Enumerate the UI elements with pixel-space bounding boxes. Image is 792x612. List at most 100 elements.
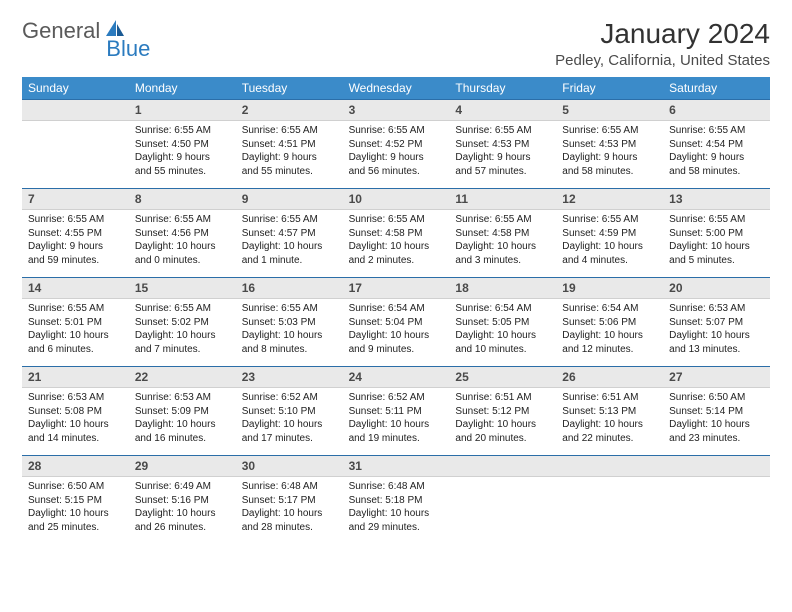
day-line: Sunrise: 6:55 AM (242, 213, 337, 227)
day-number (663, 456, 770, 476)
day-line: and 0 minutes. (135, 254, 230, 268)
day-line: Sunset: 5:05 PM (455, 316, 550, 330)
day-line: Sunrise: 6:55 AM (28, 302, 123, 316)
logo-text-general: General (22, 18, 100, 44)
day-number: 10 (343, 189, 450, 209)
day-line: Sunset: 5:18 PM (349, 494, 444, 508)
day-line: and 59 minutes. (28, 254, 123, 268)
day-line: Sunset: 4:52 PM (349, 138, 444, 152)
day-number: 25 (449, 367, 556, 387)
day-number: 1 (129, 100, 236, 120)
day-line: Sunset: 4:50 PM (135, 138, 230, 152)
day-number: 22 (129, 367, 236, 387)
day-number: 20 (663, 278, 770, 298)
day-line: Daylight: 10 hours (135, 240, 230, 254)
day-number: 12 (556, 189, 663, 209)
day-line: Sunrise: 6:54 AM (455, 302, 550, 316)
day-cell: Sunrise: 6:55 AMSunset: 4:56 PMDaylight:… (129, 210, 236, 277)
day-line: and 5 minutes. (669, 254, 764, 268)
day-number: 9 (236, 189, 343, 209)
day-line: Sunset: 5:10 PM (242, 405, 337, 419)
day-line: Daylight: 10 hours (455, 329, 550, 343)
day-line: and 55 minutes. (242, 165, 337, 179)
day-number (449, 456, 556, 476)
day-number (556, 456, 663, 476)
day-line: Sunset: 5:11 PM (349, 405, 444, 419)
day-line: Daylight: 9 hours (562, 151, 657, 165)
week-row: Sunrise: 6:50 AMSunset: 5:15 PM Daylight:… (22, 477, 770, 544)
day-line: Sunrise: 6:52 AM (242, 391, 337, 405)
logo-text-blue: Blue (106, 36, 150, 62)
day-line: Sunset: 5:06 PM (562, 316, 657, 330)
day-number: 15 (129, 278, 236, 298)
day-line: and 10 minutes. (455, 343, 550, 357)
day-line: and 58 minutes. (669, 165, 764, 179)
day-line: Daylight: 10 hours (455, 240, 550, 254)
day-cell: Sunrise: 6:55 AMSunset: 4:58 PMDaylight:… (343, 210, 450, 277)
day-line: Sunset: 4:51 PM (242, 138, 337, 152)
day-number: 24 (343, 367, 450, 387)
day-number: 4 (449, 100, 556, 120)
day-line: Sunrise: 6:55 AM (562, 124, 657, 138)
day-cell: Sunrise: 6:54 AMSunset: 5:05 PMDaylight:… (449, 299, 556, 366)
day-cell (22, 121, 129, 188)
day-line: Sunrise: 6:53 AM (135, 391, 230, 405)
day-line: Daylight: 10 hours (242, 507, 337, 521)
day-line: Sunrise: 6:51 AM (455, 391, 550, 405)
month-title: January 2024 (555, 18, 770, 50)
day-line: Sunset: 5:16 PM (135, 494, 230, 508)
day-line: Daylight: 10 hours (28, 329, 123, 343)
day-line: Daylight: 10 hours (669, 418, 764, 432)
day-line: Daylight: 10 hours (562, 240, 657, 254)
day-line: Sunrise: 6:55 AM (455, 124, 550, 138)
day-number: 23 (236, 367, 343, 387)
weekday-header-row: SundayMondayTuesdayWednesdayThursdayFrid… (22, 77, 770, 99)
day-line: Sunset: 5:00 PM (669, 227, 764, 241)
weekday-header: Saturday (663, 77, 770, 99)
day-line: and 25 minutes. (28, 521, 123, 535)
day-line: and 20 minutes. (455, 432, 550, 446)
day-line: Daylight: 9 hours (669, 151, 764, 165)
day-line: Sunrise: 6:50 AM (669, 391, 764, 405)
day-line: Daylight: 10 hours (349, 418, 444, 432)
day-line: Daylight: 10 hours (349, 240, 444, 254)
day-line: Daylight: 10 hours (135, 329, 230, 343)
day-line: Sunset: 5:08 PM (28, 405, 123, 419)
location: Pedley, California, United States (555, 52, 770, 69)
day-number: 13 (663, 189, 770, 209)
day-line: Sunset: 5:04 PM (349, 316, 444, 330)
day-line: Sunset: 4:59 PM (562, 227, 657, 241)
day-line: Daylight: 9 hours (455, 151, 550, 165)
day-line: Daylight: 10 hours (349, 507, 444, 521)
day-cell: Sunrise: 6:55 AMSunset: 4:55 PMDaylight:… (22, 210, 129, 277)
day-number: 7 (22, 189, 129, 209)
day-line: Sunrise: 6:50 AM (28, 480, 123, 494)
day-line: and 28 minutes. (242, 521, 337, 535)
day-line: Sunrise: 6:55 AM (349, 213, 444, 227)
day-line: Sunset: 5:03 PM (242, 316, 337, 330)
daynum-row: 123456 (22, 99, 770, 121)
day-line: and 7 minutes. (135, 343, 230, 357)
day-cell: Sunrise: 6:55 AMSunset: 4:59 PMDaylight:… (556, 210, 663, 277)
day-cell: Sunrise: 6:48 AMSunset: 5:18 PMDaylight:… (343, 477, 450, 544)
day-number: 27 (663, 367, 770, 387)
day-line: and 2 minutes. (349, 254, 444, 268)
day-line: Daylight: 10 hours (28, 418, 123, 432)
day-cell: Sunrise: 6:50 AMSunset: 5:15 PMDaylight:… (22, 477, 129, 544)
day-number: 6 (663, 100, 770, 120)
weekday-header: Tuesday (236, 77, 343, 99)
page-header: General Blue January 2024 Pedley, Califo… (22, 18, 770, 69)
day-line: Sunset: 5:15 PM (28, 494, 123, 508)
day-number: 16 (236, 278, 343, 298)
day-cell: Sunrise: 6:50 AMSunset: 5:14 PMDaylight:… (663, 388, 770, 455)
day-line: Daylight: 9 hours (349, 151, 444, 165)
daynum-row: 14151617181920 (22, 277, 770, 299)
day-cell: Sunrise: 6:55 AMSunset: 4:52 PMDaylight:… (343, 121, 450, 188)
day-line: and 26 minutes. (135, 521, 230, 535)
day-number: 8 (129, 189, 236, 209)
day-cell: Sunrise: 6:53 AMSunset: 5:09 PMDaylight:… (129, 388, 236, 455)
day-line: Sunrise: 6:54 AM (562, 302, 657, 316)
day-line: and 55 minutes. (135, 165, 230, 179)
day-cell: Sunrise: 6:55 AMSunset: 4:54 PMDaylight:… (663, 121, 770, 188)
day-cell: Sunrise: 6:53 AMSunset: 5:08 PMDaylight:… (22, 388, 129, 455)
